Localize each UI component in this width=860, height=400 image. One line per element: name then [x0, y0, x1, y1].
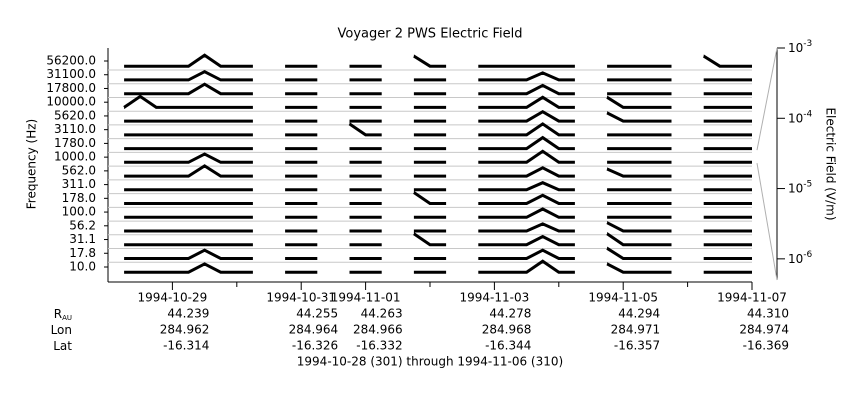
ephemeris-label: Lon	[51, 323, 72, 337]
ephemeris-value: -16.332	[356, 339, 402, 353]
channel-trace	[124, 53, 752, 68]
y2-tick-label: 10-5	[788, 179, 812, 195]
ephemeris-value: -16.314	[163, 339, 209, 353]
channel-trace	[124, 246, 752, 260]
y2-tick-exponent: -3	[803, 39, 812, 49]
y-tick-label: 56200.0	[46, 54, 96, 68]
ephemeris-value: 284.962	[160, 323, 210, 337]
y-tick-label: 3110.0	[54, 122, 96, 136]
x-tick-label: 1994-10-29	[138, 291, 208, 305]
y2-tick-base: 10	[788, 111, 803, 125]
ephemeris-value: -16.326	[292, 339, 338, 353]
y2-tick-base: 10	[788, 41, 803, 55]
channel-trace	[124, 259, 752, 274]
channel-trace	[124, 207, 752, 219]
ephemeris-value: 44.255	[296, 307, 338, 321]
x-tick-label: 1994-10-31	[266, 291, 336, 305]
x-tick-label: 1994-11-05	[588, 291, 658, 305]
channel-trace	[124, 191, 752, 205]
ephemeris-value: 44.310	[747, 307, 789, 321]
y-tick-label: 1780.0	[54, 136, 96, 150]
y-tick-label: 311.0	[62, 177, 96, 191]
ephemeris-value: 44.239	[167, 307, 209, 321]
y-tick-label: 5620.0	[54, 108, 96, 122]
y2-tick-exponent: -5	[803, 179, 812, 189]
x-tick-label: 1994-11-03	[460, 291, 530, 305]
y-tick-label: 178.0	[62, 191, 96, 205]
ephemeris-value: 284.964	[289, 323, 339, 337]
ephemeris-value: 284.966	[353, 323, 403, 337]
y-tick-label: 1000.0	[54, 150, 96, 164]
channel-trace	[124, 70, 752, 82]
y2-tick-exponent: -4	[803, 109, 812, 119]
scale-connector	[756, 47, 778, 151]
y2-tick-base: 10	[788, 181, 803, 195]
channel-trace	[124, 82, 752, 96]
y-tick-label: 100.0	[62, 205, 96, 219]
channel-trace	[124, 221, 752, 233]
chart-title: Voyager 2 PWS Electric Field	[337, 27, 522, 42]
y-tick-label: 562.0	[62, 163, 96, 177]
y-tick-label: 10.0	[69, 260, 96, 274]
ephemeris-value: -16.369	[743, 339, 789, 353]
ephemeris-value: -16.357	[614, 339, 660, 353]
ephemeris-value: 44.278	[489, 307, 531, 321]
ephemeris-value: 44.294	[618, 307, 660, 321]
y-tick-label: 17800.0	[46, 81, 96, 95]
chart-subtitle: 1994-10-28 (301) through 1994-11-06 (310…	[297, 355, 563, 369]
channel-trace	[124, 109, 752, 123]
y2-tick-exponent: -6	[803, 249, 812, 259]
x-tick-label: 1994-11-01	[331, 291, 401, 305]
ephemeris-label-subscript: AU	[62, 314, 72, 322]
y-tick-label: 31100.0	[46, 67, 96, 81]
ephemeris-label-text: R	[54, 307, 62, 321]
y2-tick-label: 10-4	[788, 109, 813, 125]
channel-trace	[124, 135, 752, 151]
channel-trace	[124, 149, 752, 164]
y-tick-label: 31.1	[69, 232, 96, 246]
y-axis-label: Frequency (Hz)	[25, 119, 39, 210]
scale-connector	[756, 163, 778, 281]
y2-axis-label: Electric Field (V/m)	[824, 107, 838, 220]
ephemeris-label-text: Lon	[51, 323, 72, 337]
ephemeris-value: 44.263	[361, 307, 403, 321]
y2-tick-label: 10-3	[788, 39, 812, 55]
ephemeris-label-text: Lat	[53, 339, 72, 353]
y-tick-label: 10000.0	[46, 95, 96, 109]
channel-trace	[124, 181, 752, 192]
ephemeris-label: RAU	[54, 307, 72, 323]
x-tick-label: 1994-11-07	[717, 291, 787, 305]
y2-tick-label: 10-6	[788, 249, 813, 265]
ephemeris-value: 284.968	[482, 323, 532, 337]
ephemeris-value: -16.344	[485, 339, 531, 353]
ephemeris-value: 284.971	[611, 323, 661, 337]
y-tick-label: 56.2	[69, 218, 96, 232]
ephemeris-label: Lat	[53, 339, 72, 353]
channel-trace	[124, 122, 752, 137]
channel-trace	[124, 232, 752, 247]
ephemeris-value: 284.974	[739, 323, 789, 337]
y2-tick-base: 10	[788, 251, 803, 265]
channel-trace	[123, 94, 752, 109]
channel-trace	[124, 164, 752, 178]
y-tick-label: 17.8	[69, 246, 96, 260]
